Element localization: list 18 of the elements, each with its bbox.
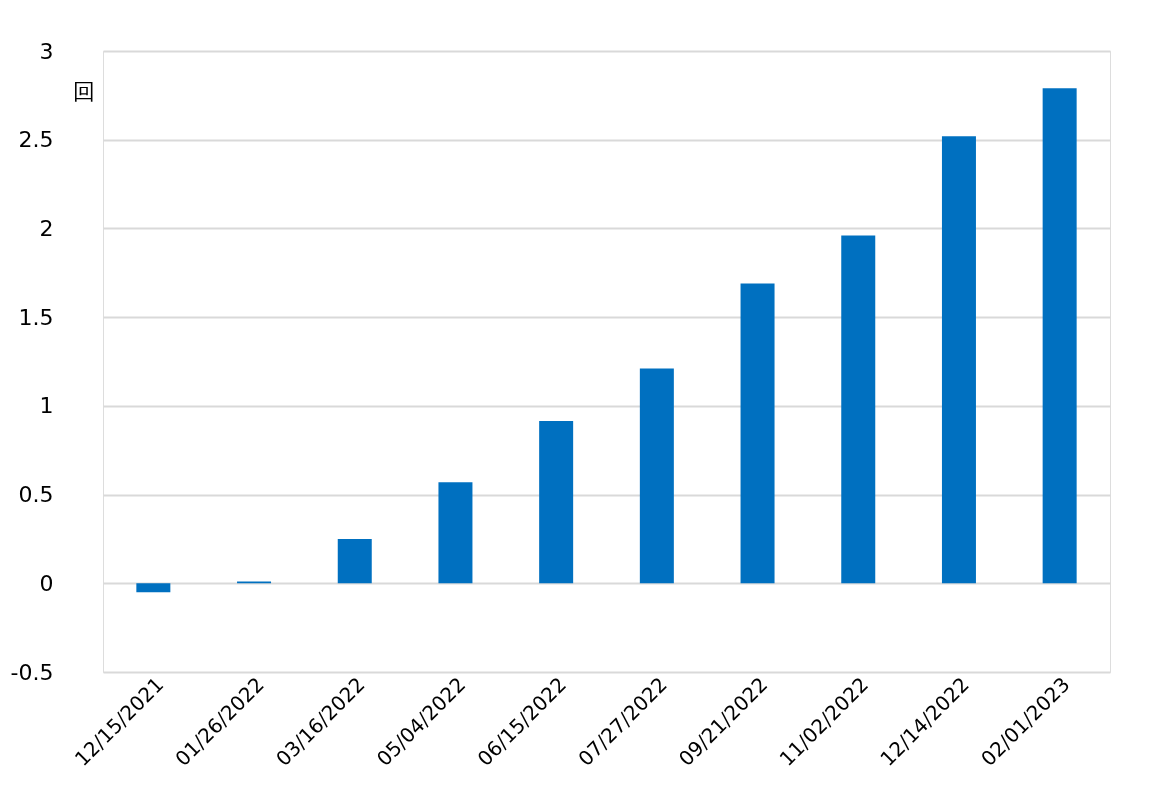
bar [639,368,674,584]
bar [841,235,876,584]
bar [740,283,775,584]
bar [1042,88,1077,584]
bar [337,538,372,584]
bar [136,583,171,593]
y-tick-label: 2 [39,215,54,241]
y-tick-label: 0 [39,570,54,596]
y-tick-label: 1 [39,393,54,419]
y-tick-label: 0.5 [18,482,54,508]
y-axis-title: 回 [72,78,95,104]
bar [438,482,473,584]
y-tick-label: 1.5 [18,304,54,330]
y-tick-label: 2.5 [18,127,54,153]
bar [941,136,976,584]
y-tick-label: -0.5 [10,659,54,685]
y-tick-label: 3 [39,38,54,64]
bar [539,420,574,584]
